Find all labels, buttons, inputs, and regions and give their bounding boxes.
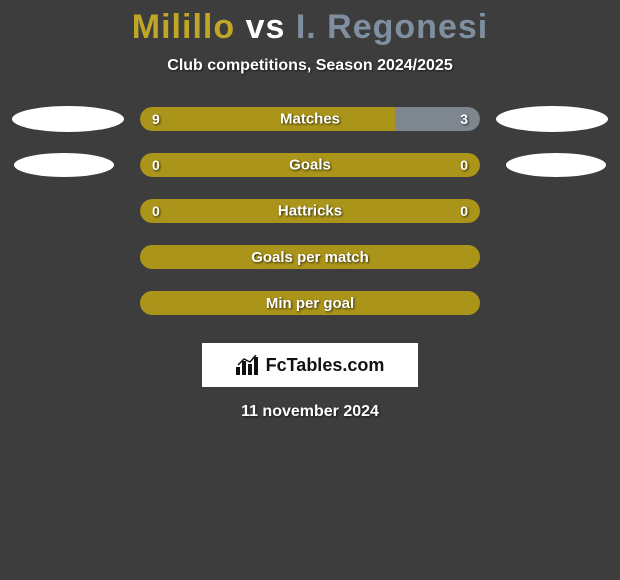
single-bar-label: Goals per match xyxy=(251,249,369,266)
title: Milillo vs I. Regonesi xyxy=(132,8,488,47)
bars-icon xyxy=(236,355,260,375)
bar-segment-left xyxy=(140,107,395,131)
logo: FcTables.com xyxy=(236,355,385,376)
stat-value-left: 0 xyxy=(152,203,160,219)
player2-marker xyxy=(496,106,608,132)
stat-label: Matches xyxy=(280,111,340,128)
vs-text: vs xyxy=(246,8,286,46)
stat-label: Goals xyxy=(289,157,331,174)
stat-value-left: 0 xyxy=(152,157,160,173)
stat-label: Hattricks xyxy=(278,203,342,220)
date-text: 11 november 2024 xyxy=(241,403,379,421)
stat-row: 9 3 Matches xyxy=(12,107,608,131)
stat-bar: 0 0 Goals xyxy=(140,153,480,177)
single-bar-label: Min per goal xyxy=(266,295,354,312)
single-bar-row: Goals per match xyxy=(140,245,480,269)
stat-bar: 0 0 Hattricks xyxy=(140,199,480,223)
comparison-infographic: Milillo vs I. Regonesi Club competitions… xyxy=(0,0,620,421)
logo-text: FcTables.com xyxy=(266,355,385,376)
player1-marker xyxy=(14,153,114,177)
single-bar: Min per goal xyxy=(140,291,480,315)
stat-value-right: 0 xyxy=(460,157,468,173)
stat-row: 0 0 Goals xyxy=(12,153,608,177)
player2-name: I. Regonesi xyxy=(296,8,488,46)
player1-marker xyxy=(12,106,124,132)
logo-box: FcTables.com xyxy=(202,343,418,387)
single-bar-row: Min per goal xyxy=(140,291,480,315)
stat-row: 0 0 Hattricks xyxy=(12,199,608,223)
player1-name: Milillo xyxy=(132,8,235,46)
single-bars-area: Goals per match Min per goal xyxy=(140,245,480,337)
subtitle: Club competitions, Season 2024/2025 xyxy=(167,57,452,75)
player2-marker xyxy=(506,153,606,177)
stat-bar: 9 3 Matches xyxy=(140,107,480,131)
stat-value-right: 0 xyxy=(460,203,468,219)
stats-area: 9 3 Matches 0 0 Goals 0 0 Hattricks xyxy=(12,107,608,245)
stat-value-right: 3 xyxy=(460,111,468,127)
stat-value-left: 9 xyxy=(152,111,160,127)
single-bar: Goals per match xyxy=(140,245,480,269)
